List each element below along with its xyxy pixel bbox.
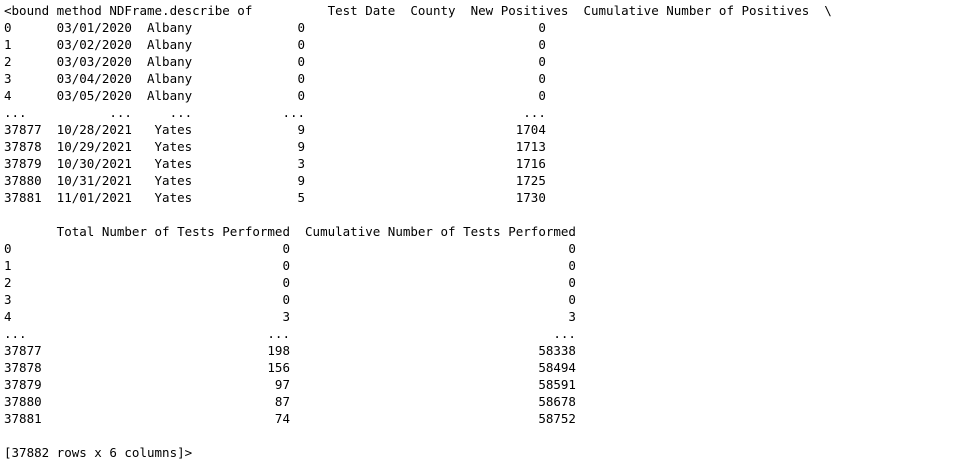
table-row: 0 0 0 bbox=[4, 241, 576, 256]
table-row: 1 0 0 bbox=[4, 258, 576, 273]
table-row: 37881 74 58752 bbox=[4, 411, 576, 426]
table-row: 37877 198 58338 bbox=[4, 343, 576, 358]
table-row: 4 3 3 bbox=[4, 309, 576, 324]
table-row: 37877 10/28/2021 Yates 9 1704 bbox=[4, 122, 546, 137]
table-row: 3 0 0 bbox=[4, 292, 576, 307]
ellipsis-row: ... ... ... bbox=[4, 326, 576, 341]
table-row: 1 03/02/2020 Albany 0 0 bbox=[4, 37, 546, 52]
second-block-header-line: Total Number of Tests Performed Cumulati… bbox=[4, 224, 576, 239]
table-row: 37878 10/29/2021 Yates 9 1713 bbox=[4, 139, 546, 154]
table-row: 4 03/05/2020 Albany 0 0 bbox=[4, 88, 546, 103]
table-row: 37878 156 58494 bbox=[4, 360, 576, 375]
table-row: 37880 87 58678 bbox=[4, 394, 576, 409]
table-row: 37880 10/31/2021 Yates 9 1725 bbox=[4, 173, 546, 188]
table-row: 2 03/03/2020 Albany 0 0 bbox=[4, 54, 546, 69]
table-row: 37879 10/30/2021 Yates 3 1716 bbox=[4, 156, 546, 171]
ellipsis-row: ... ... ... ... ... bbox=[4, 105, 546, 120]
table-row: 37881 11/01/2021 Yates 5 1730 bbox=[4, 190, 546, 205]
table-row: 37879 97 58591 bbox=[4, 377, 576, 392]
dataframe-shape-footer: [37882 rows x 6 columns]> bbox=[4, 445, 193, 460]
table-row: 0 03/01/2020 Albany 0 0 bbox=[4, 20, 546, 35]
table-row: 2 0 0 bbox=[4, 275, 576, 290]
table-row: 3 03/04/2020 Albany 0 0 bbox=[4, 71, 546, 86]
describe-header-line: <bound method NDFrame.describe of Test D… bbox=[4, 3, 832, 18]
